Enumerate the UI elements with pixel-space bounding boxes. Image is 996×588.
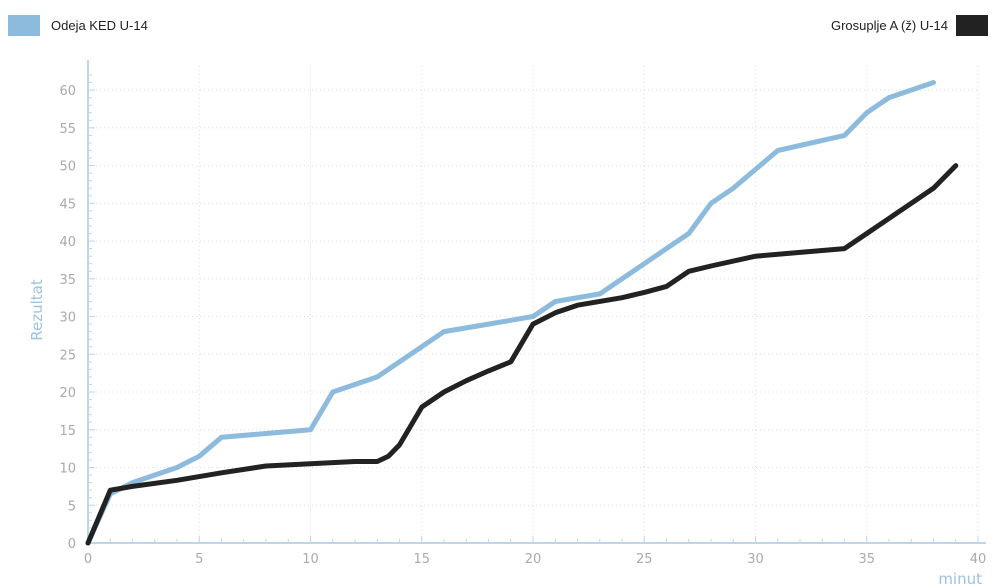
y-axis-label: Rezultat <box>28 279 46 341</box>
y-tick-label: 50 <box>59 160 76 175</box>
x-tick-label: 40 <box>970 552 987 567</box>
legend-swatch-series-2 <box>956 15 988 36</box>
y-tick-label: 20 <box>59 386 76 401</box>
y-tick-label: 5 <box>68 499 76 514</box>
x-tick-label: 30 <box>747 552 764 567</box>
y-tick-label: 0 <box>68 537 76 552</box>
series-line-1 <box>85 80 936 546</box>
y-tick-label: 10 <box>59 462 76 477</box>
grid <box>88 65 979 543</box>
x-tick-label: 10 <box>302 552 319 567</box>
y-tick-label: 30 <box>59 311 76 326</box>
y-tick-label: 60 <box>59 84 76 99</box>
y-tick-label: 35 <box>59 273 76 288</box>
x-tick-label: 35 <box>858 552 875 567</box>
series-lines <box>85 80 959 546</box>
x-tick-label: 5 <box>195 552 203 567</box>
y-tick-label: 55 <box>59 122 76 137</box>
axes <box>87 60 986 544</box>
series-line-2 <box>85 163 959 546</box>
y-tick-label: 25 <box>59 348 76 363</box>
y-tick-label: 15 <box>59 424 76 439</box>
legend-label-series-2: Grosuplje A (ž) U-14 <box>830 18 948 33</box>
x-tick-label: 0 <box>84 552 92 567</box>
x-tick-label: 20 <box>525 552 542 567</box>
tick-labels: 0 5 10 15 20 25 30 35 40 45 50 55 60 0 5 10 15 20 25 30 35 40 <box>59 84 986 567</box>
y-tick-label: 45 <box>59 197 76 212</box>
legend-label-series-1: Odeja KED U-14 <box>51 18 148 33</box>
legend-swatch-series-1 <box>8 15 40 36</box>
x-tick-label: 25 <box>636 552 653 567</box>
legend-item-series-2: Grosuplje A (ž) U-14 <box>831 15 988 36</box>
legend-item-series-1: Odeja KED U-14 <box>8 15 148 36</box>
x-tick-label: 15 <box>413 552 430 567</box>
x-axis-label: minut <box>938 570 982 588</box>
y-tick-label: 40 <box>59 235 76 250</box>
